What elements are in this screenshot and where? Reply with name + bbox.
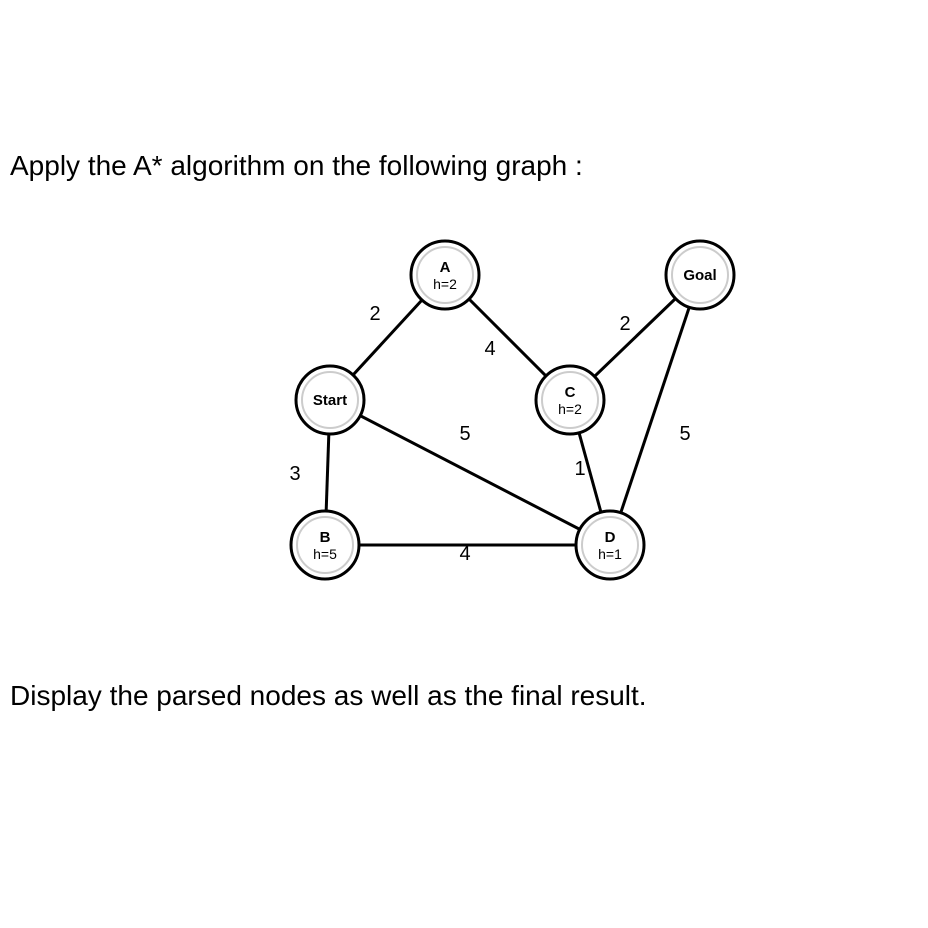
node-B: Bh=5 [291,511,359,579]
node-heuristic-A: h=2 [433,276,457,292]
node-Start: Start [296,366,364,434]
question-line-1: Apply the A* algorithm on the following … [10,150,583,182]
node-heuristic-C: h=2 [558,401,582,417]
node-Goal: Goal [666,241,734,309]
node-label-A: A [440,259,451,276]
edge-weight-C-D: 1 [574,458,585,480]
graph-diagram: Start Ah=2 Bh=5 Ch=2 Dh=1 Goal 2 3 5 4 4 1 2 5 [240,230,760,595]
graph-svg: Start Ah=2 Bh=5 Ch=2 Dh=1 Goal 2 3 5 4 4 1 2 5 [240,230,760,590]
node-label-D: D [605,529,616,546]
question-line-2: Display the parsed nodes as well as the … [10,680,647,712]
node-label-Start: Start [313,392,347,409]
page: { "question_line1": "Apply the A* algori… [0,0,928,928]
edge-weight-C-Goal: 2 [619,313,630,335]
edge-weight-Start-B: 3 [289,463,300,485]
node-A: Ah=2 [411,241,479,309]
node-label-Goal: Goal [683,267,716,284]
edge-weight-Start-D: 5 [459,423,470,445]
node-label-B: B [320,529,331,546]
edge-weight-A-C: 4 [484,338,495,360]
node-label-C: C [565,384,576,401]
node-heuristic-D: h=1 [598,546,622,562]
node-heuristic-B: h=5 [313,546,337,562]
node-C: Ch=2 [536,366,604,434]
edge-weight-B-D: 4 [459,543,470,565]
edge-weight-D-Goal: 5 [679,423,690,445]
edge-weight-Start-A: 2 [369,303,380,325]
node-D: Dh=1 [576,511,644,579]
